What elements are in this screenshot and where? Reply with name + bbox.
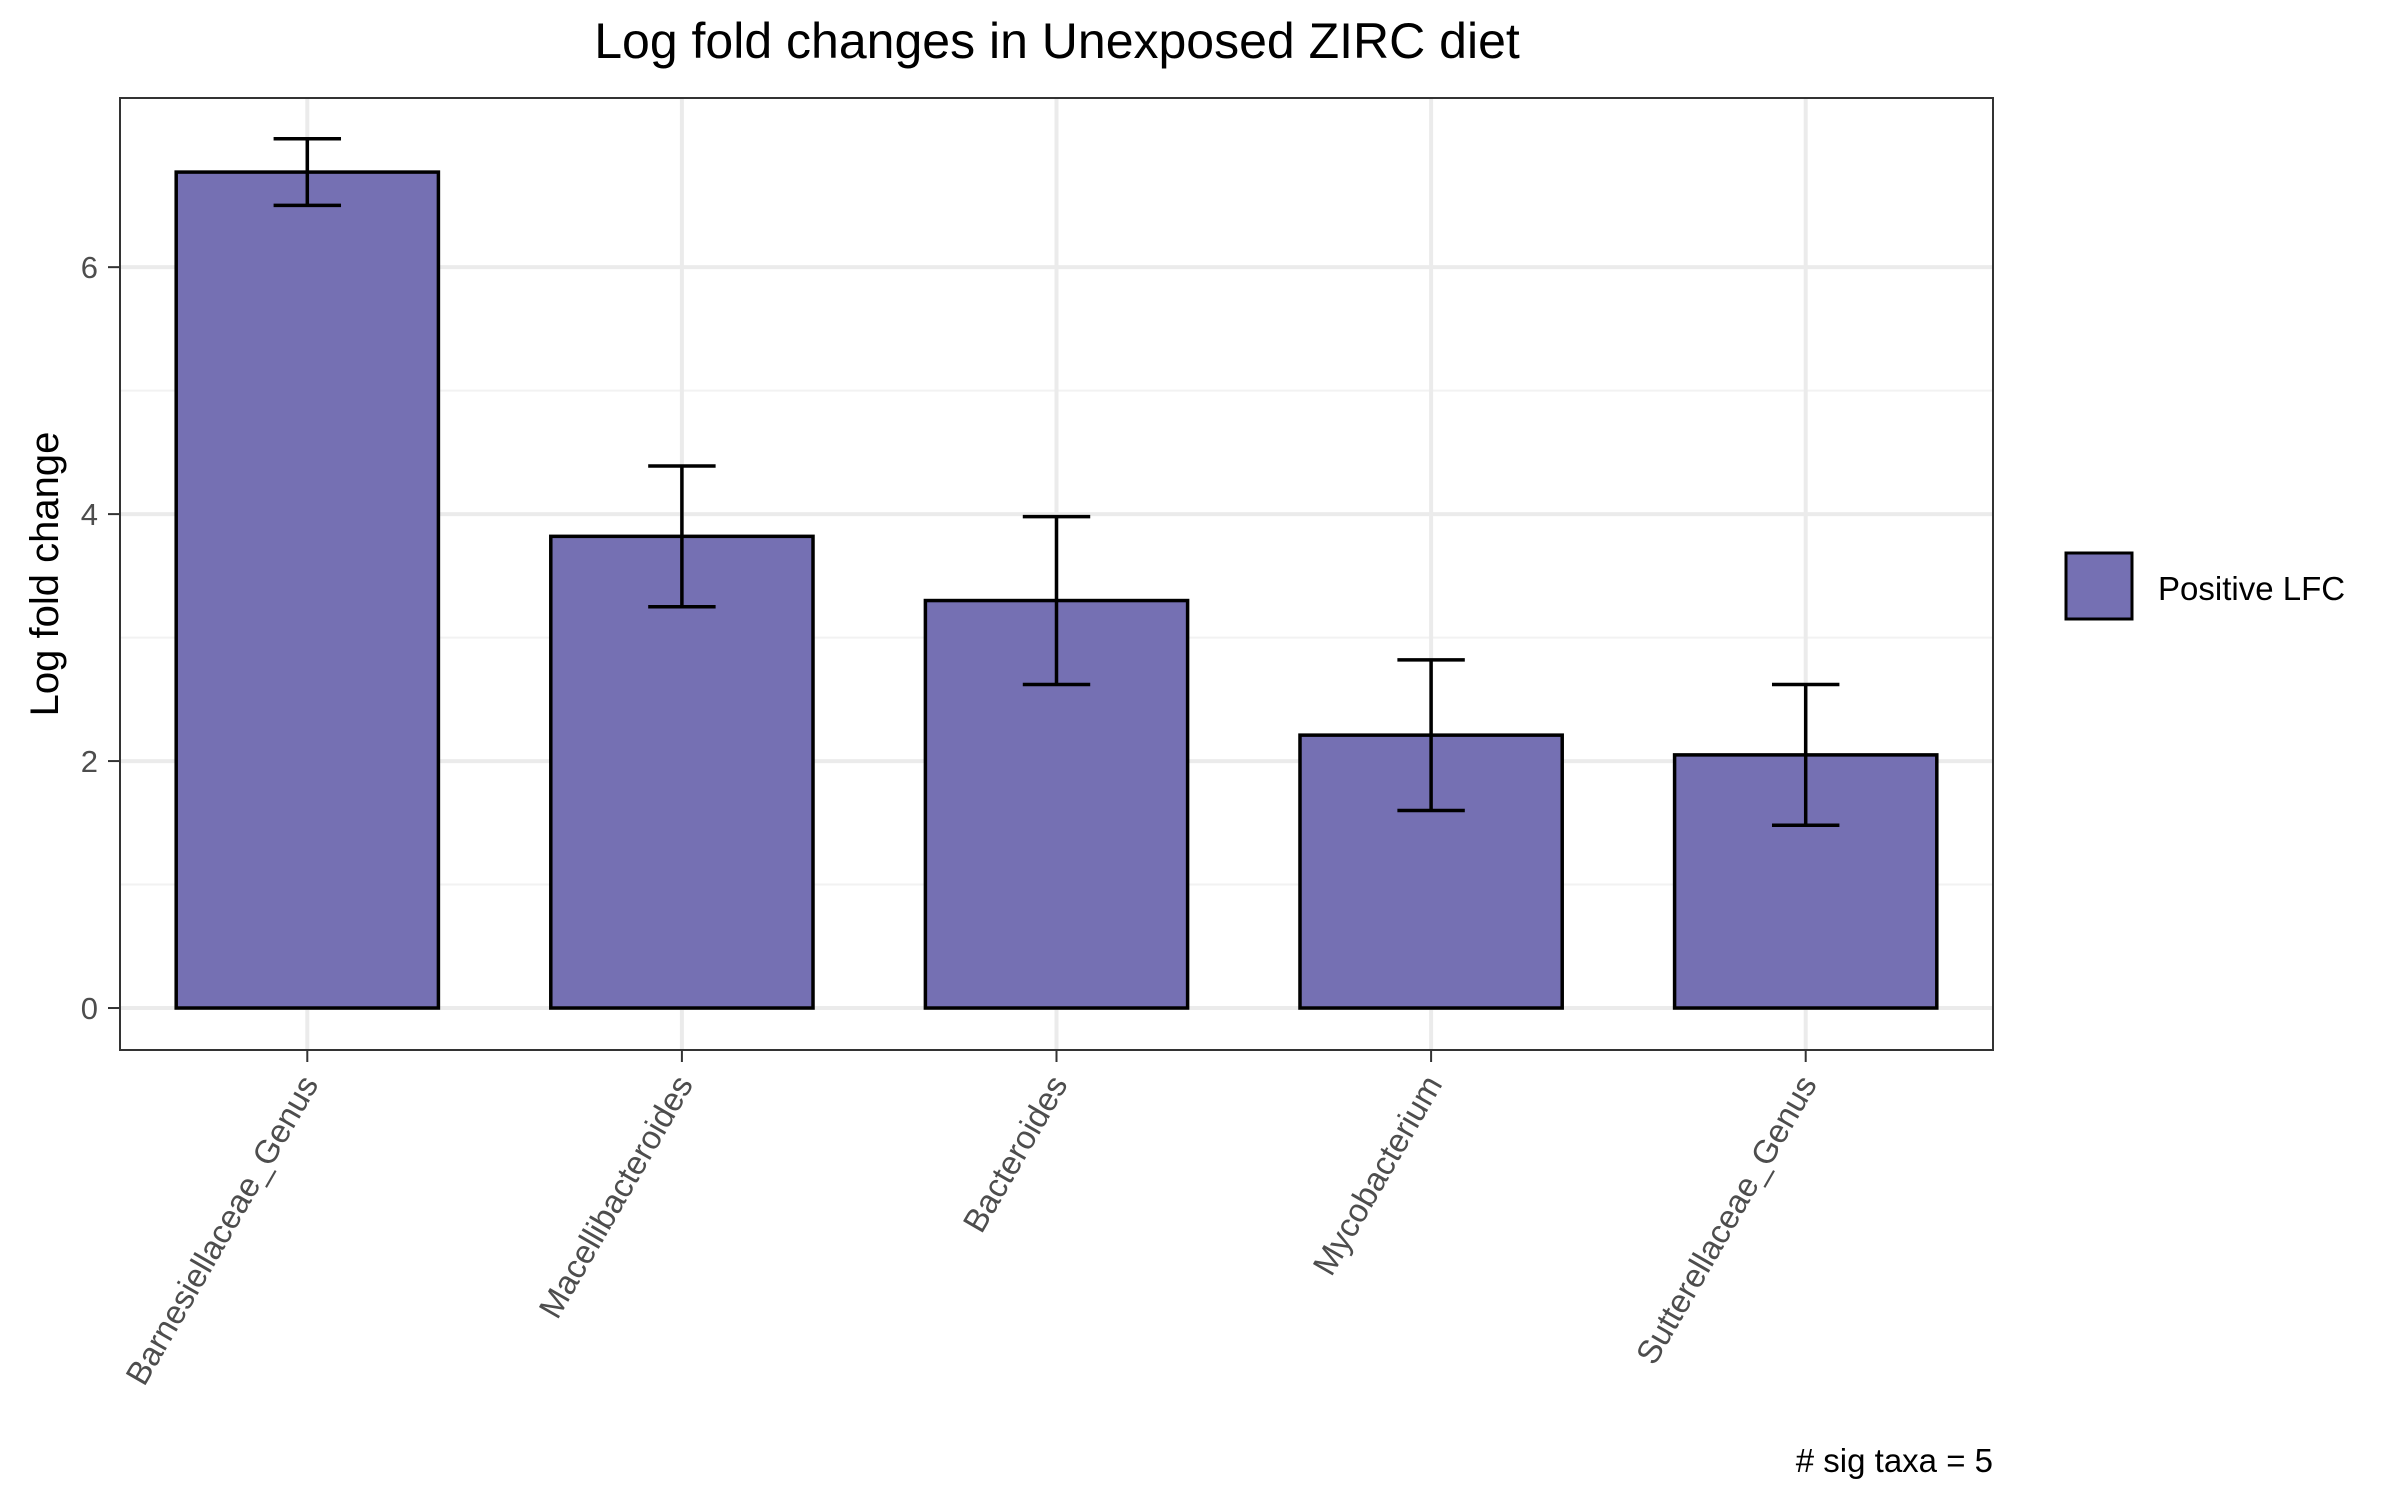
plot-panel: 0 2 4 6 Barnesiellaceae_Genus Macellibacteroi… <box>81 97 1994 1391</box>
bar-barnesiellaceae_genus <box>174 170 441 1010</box>
x-tick-label: Bacteroides <box>955 1069 1074 1238</box>
x-tick-label: Sutterellaceae_Genus <box>1628 1069 1823 1370</box>
y-tick-label: 4 <box>81 497 98 532</box>
y-tick-label: 0 <box>81 991 98 1026</box>
bar-macellibacteroides <box>549 534 815 1010</box>
sig-taxa-annotation: # sig taxa = 5 <box>1796 1442 1993 1479</box>
x-tick-label: Mycobacterium <box>1305 1069 1449 1281</box>
legend: Positive LFC <box>2064 551 2345 621</box>
y-tick-label: 6 <box>81 250 98 285</box>
x-tick-label: Barnesiellaceae_Genus <box>118 1069 325 1391</box>
y-axis-label: Log fold change <box>23 432 67 717</box>
legend-label-positive-lfc: Positive LFC <box>2158 570 2345 607</box>
x-tick-label: Macellibacteroides <box>531 1069 700 1324</box>
legend-key-positive-lfc <box>2064 551 2134 621</box>
chart-title: Log fold changes in Unexposed ZIRC diet <box>594 13 1520 69</box>
y-tick-label: 2 <box>81 744 98 779</box>
